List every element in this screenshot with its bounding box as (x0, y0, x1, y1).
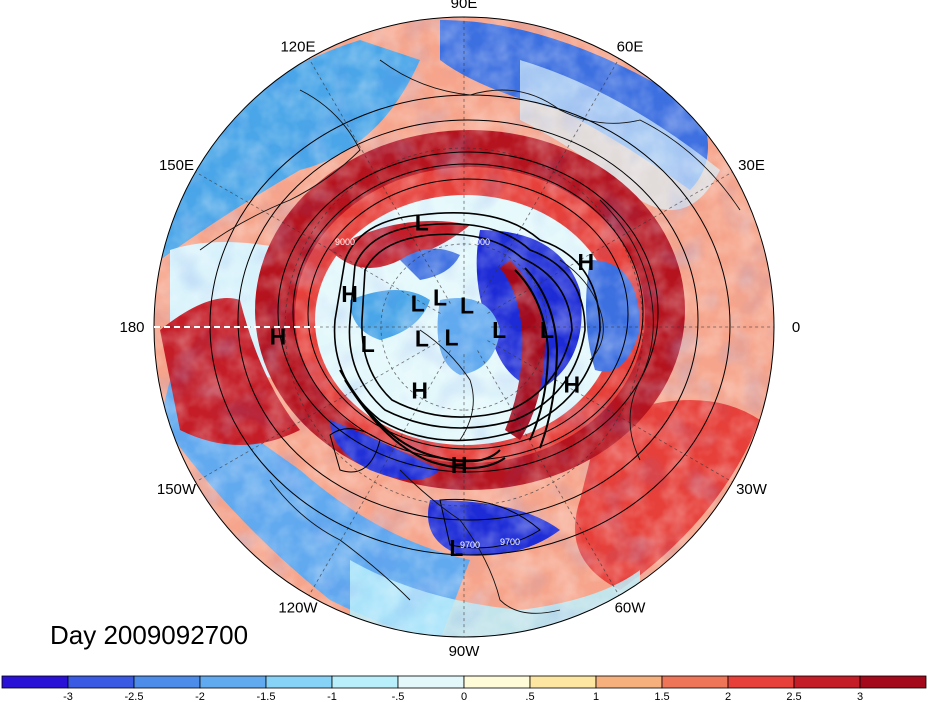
colorbar-box (331, 675, 399, 689)
longitude-label: 120E (280, 38, 315, 55)
colorbar-box (859, 675, 927, 689)
coastline (379, 59, 741, 211)
low-pressure-label: L (415, 209, 429, 235)
longitude-label: 180 (119, 319, 144, 336)
longitude-label: 60W (615, 600, 647, 617)
colorbar-tick-label: .5 (525, 691, 534, 702)
meridian-line (308, 350, 451, 596)
colorbar-box (397, 675, 465, 689)
colorbar-tick-label: 1 (593, 691, 599, 702)
colorbar-box (463, 675, 531, 689)
colorbar-tick-label: -2 (195, 691, 205, 702)
colorbar-box (265, 675, 333, 689)
contour-labels: 9000 9000 9700 9700 (335, 237, 520, 550)
contour-label: 9700 (500, 537, 520, 547)
low-pressure-label: L (411, 290, 425, 316)
high-pressure-label: H (451, 452, 468, 478)
longitude-label: 30E (738, 157, 765, 174)
coastline (399, 469, 561, 614)
meridian-line (477, 58, 620, 304)
coastline (269, 479, 411, 601)
longitude-label: 150W (157, 481, 197, 498)
longitude-label: 150E (159, 157, 194, 174)
coastline (199, 89, 361, 251)
height-contour (514, 269, 550, 441)
colorbar-tick-label: -1.5 (257, 691, 276, 702)
colorbar-tick-label: -3 (63, 691, 73, 702)
contour-label: 9000 (335, 237, 355, 247)
longitude-label: 0 (792, 319, 800, 336)
meridian-line (308, 58, 451, 304)
longitude-label: 60E (617, 38, 644, 55)
polar-map: 90E 60E 30E 0 30W 60W 90W 120W 150W 180 150E 120E L… (119, 0, 800, 660)
low-pressure-label: L (445, 324, 459, 350)
height-contour (333, 212, 601, 442)
graticule (154, 17, 774, 637)
longitude-label: 90W (449, 643, 481, 660)
low-pressure-label: L (361, 331, 375, 357)
coastline (599, 199, 654, 461)
contour-label: 9000 (470, 237, 490, 247)
colorbar-box (793, 675, 861, 689)
high-pressure-label: H (411, 377, 428, 403)
height-contour (348, 222, 586, 429)
height-contour (524, 267, 559, 449)
height-contour (237, 119, 699, 521)
coastline (419, 329, 474, 441)
low-pressure-label: L (433, 284, 447, 310)
meridian-line (195, 171, 441, 314)
height-contour (339, 369, 501, 463)
colorbar-boxes (1, 675, 927, 689)
height-contour (439, 498, 541, 549)
colorbar-box (199, 675, 267, 689)
colorbar-tick-label: -2.5 (125, 691, 144, 702)
colorbar-box (727, 675, 795, 689)
high-pressure-label: H (341, 281, 358, 307)
colorbar-tick-label: -.5 (392, 691, 405, 702)
low-pressure-label: L (415, 325, 429, 351)
meridian-line (487, 171, 733, 314)
colorbar-box (133, 675, 201, 689)
colorbar-tick-label: 2.5 (786, 691, 801, 702)
height-contour (329, 428, 381, 473)
meridian-line (477, 350, 620, 596)
longitude-label: 120W (278, 600, 318, 617)
low-pressure-label: L (449, 535, 463, 561)
low-pressure-label: L (492, 317, 506, 343)
height-contour (292, 163, 644, 461)
high-pressure-label: H (270, 324, 287, 350)
colorbar-tick-label: 2 (725, 691, 731, 702)
colorbar-tick-label: -1 (327, 691, 337, 702)
high-pressure-label: H (578, 249, 595, 275)
colorbar-tick-label: 1.5 (654, 691, 669, 702)
low-pressure-label: L (540, 317, 554, 343)
colorbar-tick-label: 0 (461, 691, 467, 702)
day-label: Day 2009092700 (50, 620, 249, 650)
contour-label: 9700 (460, 540, 480, 550)
colorbar-tick-label: 3 (857, 691, 863, 702)
colorbar-box (67, 675, 135, 689)
longitude-label: 30W (736, 481, 768, 498)
height-contour (361, 233, 573, 418)
high-pressure-label: H (564, 371, 581, 397)
longitude-label: 90E (451, 0, 478, 12)
height-contour (277, 151, 659, 473)
anomaly-field (154, 17, 774, 637)
height-contours (209, 94, 731, 556)
coastlines (199, 59, 741, 614)
height-contour (307, 178, 629, 450)
colorbar-box (1, 675, 69, 689)
meridian-line (487, 340, 733, 483)
colorbar-box (529, 675, 597, 689)
colorbar: -3 -2.5 -2 -1.5 -1 -.5 0 .5 1 1.5 2 2.5 3 (1, 675, 927, 702)
longitude-labels: 90E 60E 30E 0 30W 60W 90W 120W 150W 180 150E 120E (119, 0, 800, 660)
height-contour (344, 379, 506, 470)
colorbar-box (661, 675, 729, 689)
colorbar-tick-labels: -3 -2.5 -2 -1.5 -1 -.5 0 .5 1 1.5 2 2.5 3 (63, 691, 863, 702)
colorbar-box (595, 675, 663, 689)
low-pressure-label: L (460, 293, 474, 319)
coastline (559, 259, 604, 361)
meridian-line (195, 340, 441, 483)
